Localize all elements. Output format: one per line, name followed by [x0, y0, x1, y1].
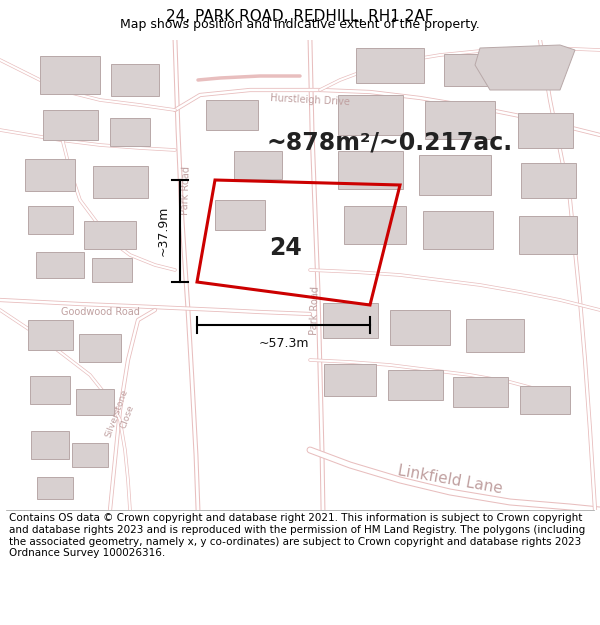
Bar [28, 206, 73, 234]
Bar [110, 118, 150, 146]
Bar [111, 64, 159, 96]
Bar [79, 334, 121, 362]
Text: Hurstleigh Drive: Hurstleigh Drive [270, 93, 350, 107]
Bar [388, 370, 443, 400]
Polygon shape [475, 45, 575, 90]
Bar [337, 151, 403, 189]
Bar [37, 477, 73, 499]
Bar [206, 100, 258, 130]
Text: Silverstone
Close: Silverstone Close [104, 388, 140, 442]
Bar [356, 48, 424, 82]
Bar [28, 320, 73, 350]
Text: ~878m²/~0.217ac.: ~878m²/~0.217ac. [267, 131, 513, 155]
Bar [76, 389, 114, 415]
Bar [215, 200, 265, 230]
Bar [40, 56, 100, 94]
Text: Contains OS data © Crown copyright and database right 2021. This information is : Contains OS data © Crown copyright and d… [9, 514, 585, 558]
Text: ~37.9m: ~37.9m [157, 206, 170, 256]
Bar [344, 206, 406, 244]
Bar [324, 364, 376, 396]
Bar [72, 443, 108, 467]
Bar [36, 252, 84, 278]
Bar [452, 377, 508, 407]
Bar [337, 95, 403, 135]
Bar [519, 216, 577, 254]
Bar [521, 162, 575, 198]
Text: 24, PARK ROAD, REDHILL, RH1 2AF: 24, PARK ROAD, REDHILL, RH1 2AF [166, 9, 434, 24]
Bar [30, 376, 70, 404]
Text: Map shows position and indicative extent of the property.: Map shows position and indicative extent… [120, 18, 480, 31]
Bar [92, 258, 132, 282]
Text: Goodwood Road: Goodwood Road [61, 307, 139, 317]
Bar [92, 166, 148, 198]
Bar [25, 159, 75, 191]
Bar [466, 319, 524, 351]
Bar [517, 112, 572, 148]
Bar [425, 101, 495, 139]
Bar [390, 309, 450, 344]
Text: Park Road: Park Road [180, 166, 192, 214]
Text: 24: 24 [269, 236, 302, 260]
Bar [323, 302, 377, 338]
Text: ~57.3m: ~57.3m [258, 337, 309, 350]
Bar [520, 386, 570, 414]
Bar [84, 221, 136, 249]
Bar [423, 211, 493, 249]
Text: Park Road: Park Road [309, 286, 321, 334]
Text: Linkfield Lane: Linkfield Lane [397, 463, 503, 497]
Bar [444, 54, 516, 86]
Bar [31, 431, 69, 459]
Bar [419, 155, 491, 195]
Bar [43, 110, 97, 140]
Bar [234, 151, 282, 179]
